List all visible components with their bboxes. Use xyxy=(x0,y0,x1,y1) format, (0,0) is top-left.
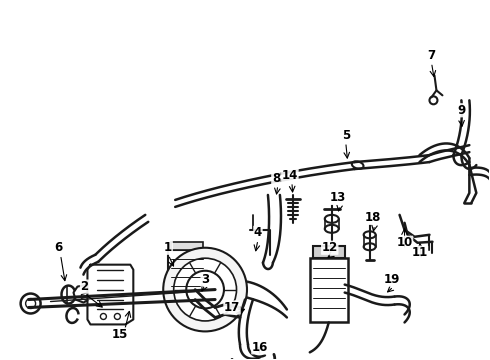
Ellipse shape xyxy=(325,215,339,223)
Circle shape xyxy=(114,314,121,319)
Text: 7: 7 xyxy=(427,49,436,62)
Text: 19: 19 xyxy=(383,273,400,286)
Text: 14: 14 xyxy=(282,168,298,181)
Text: 8: 8 xyxy=(272,171,280,185)
Ellipse shape xyxy=(364,243,376,250)
Circle shape xyxy=(25,298,36,309)
Circle shape xyxy=(100,314,106,319)
Text: 1: 1 xyxy=(164,241,172,254)
Text: 5: 5 xyxy=(342,129,350,142)
Ellipse shape xyxy=(325,225,339,233)
Circle shape xyxy=(186,271,224,309)
Bar xyxy=(171,242,203,250)
Circle shape xyxy=(163,248,247,332)
Text: 13: 13 xyxy=(330,192,346,204)
Ellipse shape xyxy=(352,161,364,169)
Text: 11: 11 xyxy=(412,246,428,259)
Text: 4: 4 xyxy=(254,226,262,239)
Text: 6: 6 xyxy=(54,241,63,254)
Circle shape xyxy=(173,258,237,321)
Text: 2: 2 xyxy=(80,280,89,293)
Text: 17: 17 xyxy=(224,301,240,314)
Ellipse shape xyxy=(364,231,376,238)
Bar xyxy=(310,258,348,323)
Bar xyxy=(313,246,345,258)
Text: 3: 3 xyxy=(201,273,209,286)
Text: 16: 16 xyxy=(252,341,268,354)
Text: 9: 9 xyxy=(457,104,465,117)
Text: 18: 18 xyxy=(365,211,381,224)
Circle shape xyxy=(21,293,41,314)
Text: 10: 10 xyxy=(396,236,413,249)
Bar xyxy=(168,250,206,300)
Text: 15: 15 xyxy=(112,328,128,341)
Text: 12: 12 xyxy=(321,241,338,254)
Circle shape xyxy=(429,96,438,104)
